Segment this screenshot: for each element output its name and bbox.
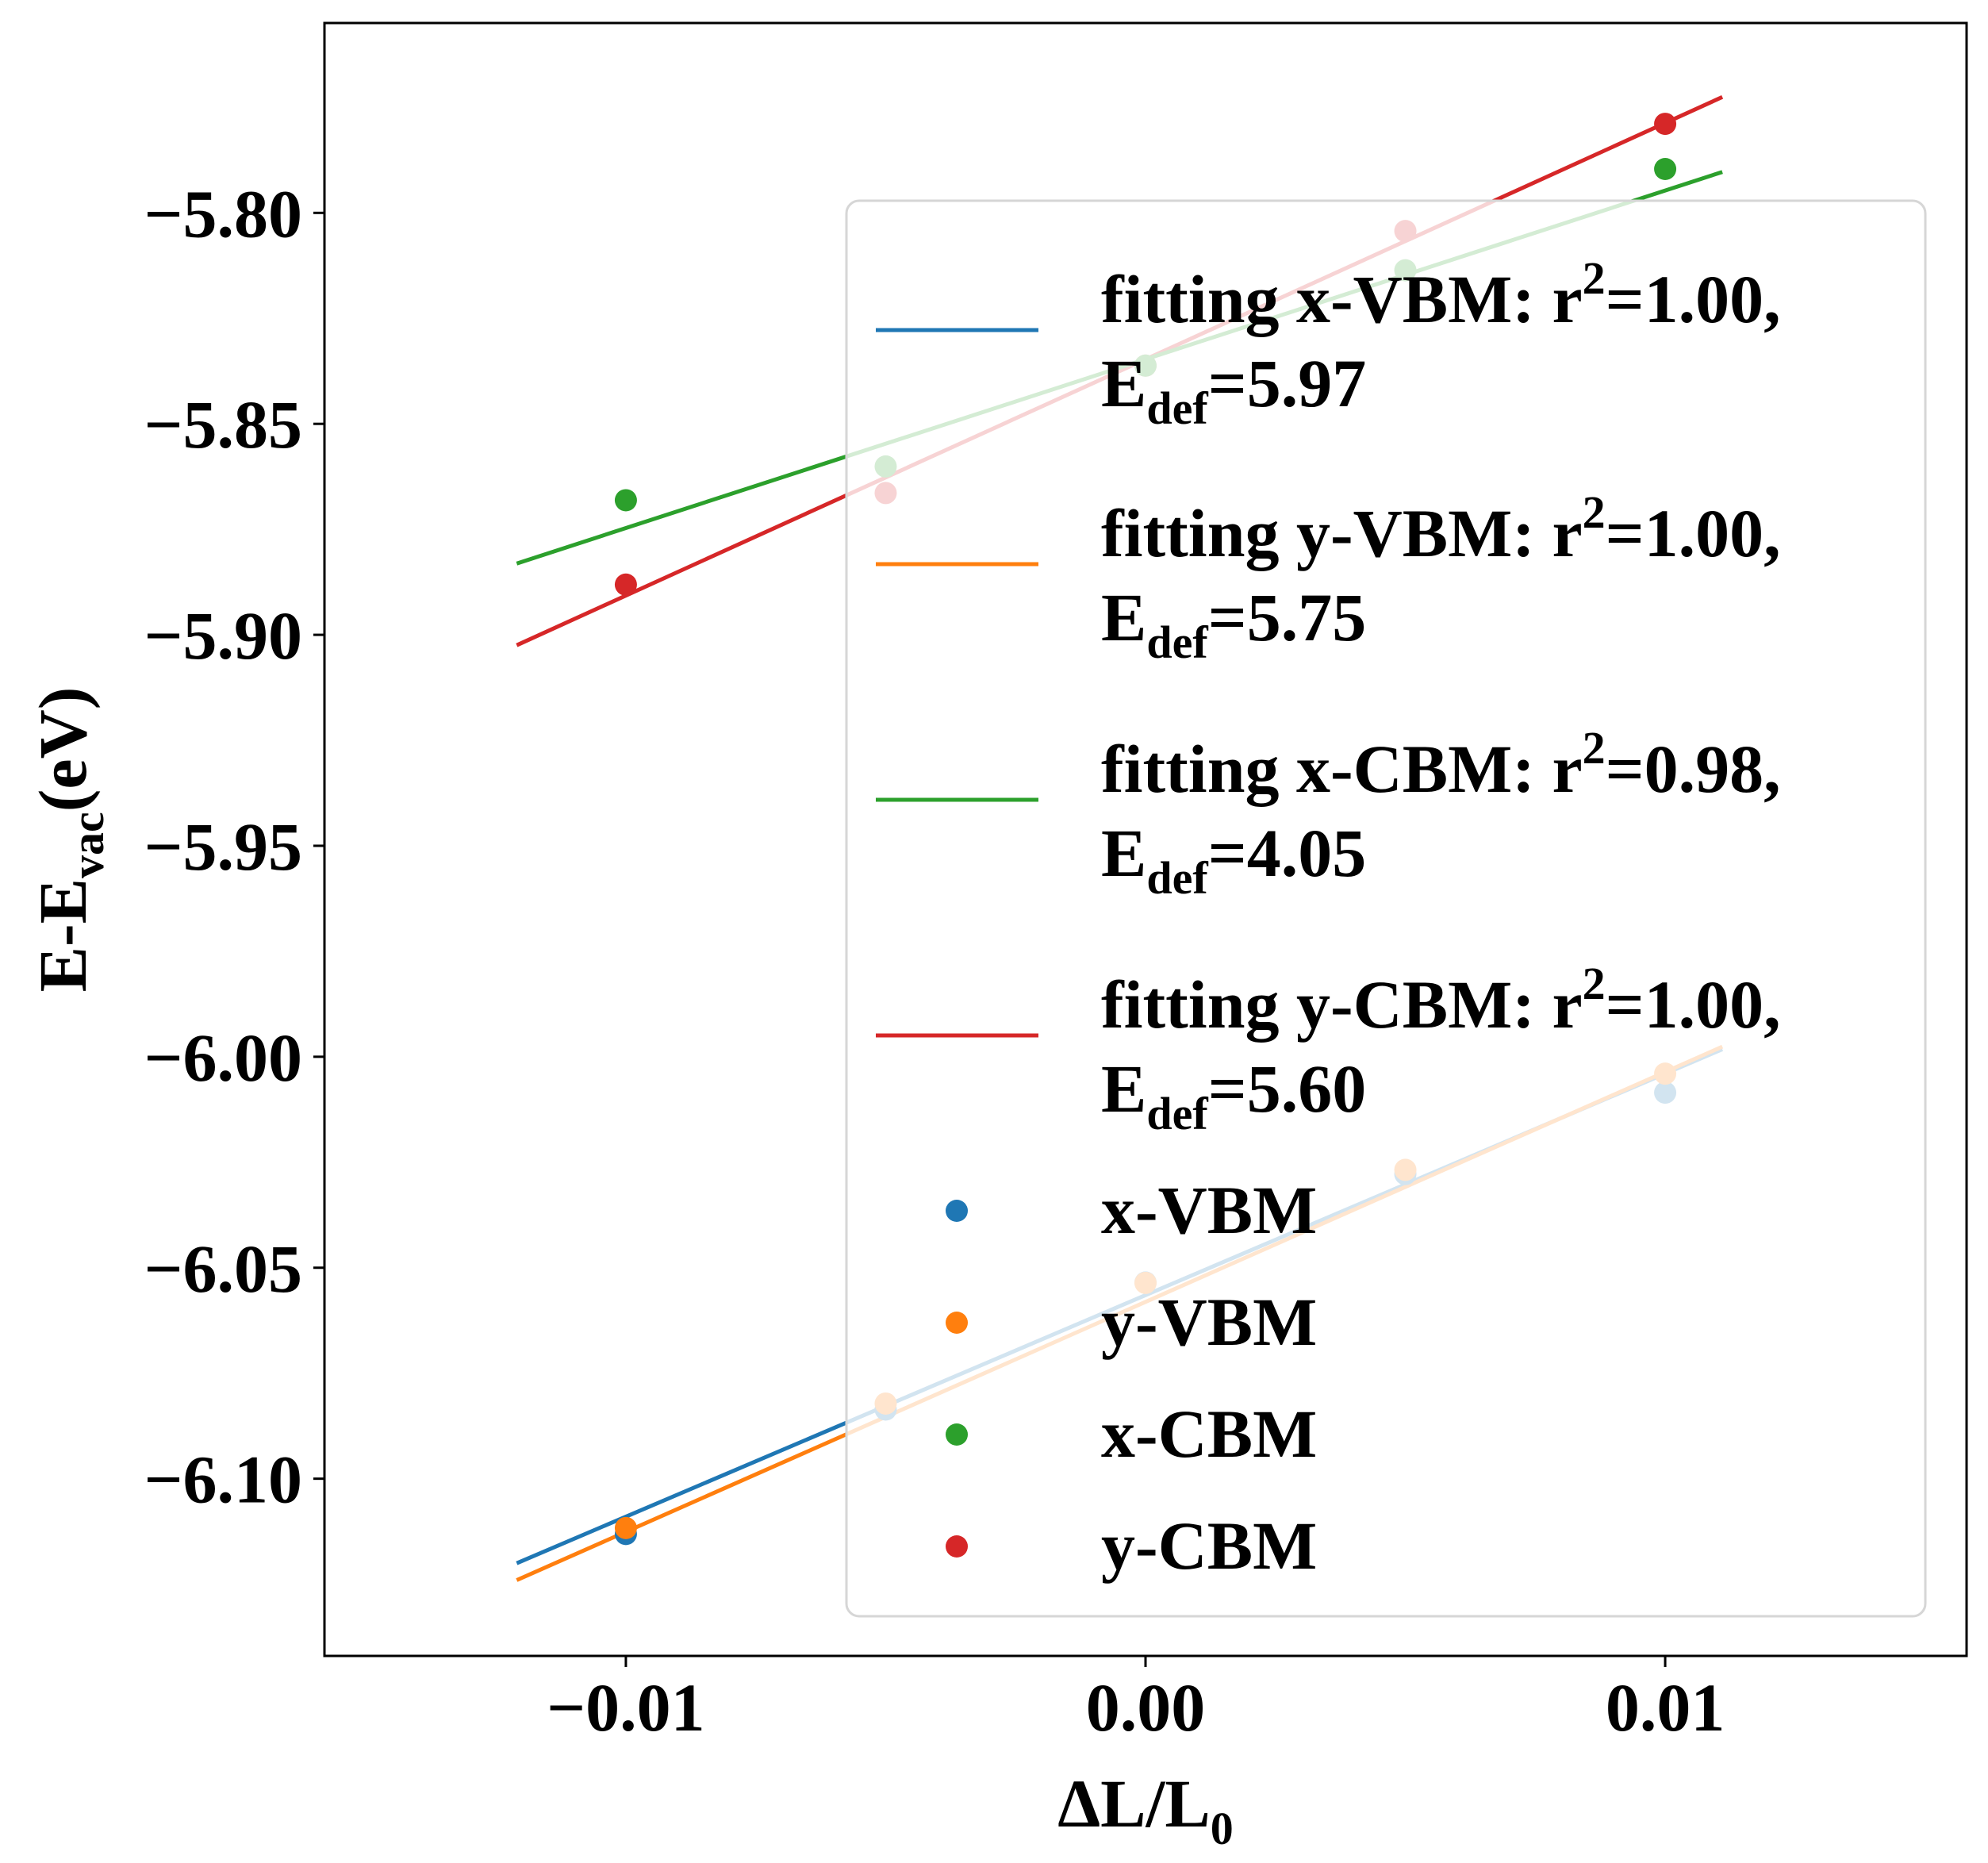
legend-label-y-cbm: y-CBM	[1101, 1508, 1317, 1584]
data-point-xcbm	[1654, 157, 1677, 180]
y-tick-label: −5.80	[144, 175, 302, 252]
legend: fitting x-VBM: r2=1.00, Edef=5.97 fittin…	[845, 199, 1927, 1618]
legend-label-y-vbm: y-VBM	[1101, 1284, 1317, 1360]
y-axis-label: E-Evac(eV)	[25, 687, 113, 993]
x-tick-label: 0.01	[1606, 1669, 1725, 1746]
legend-frame	[845, 199, 1927, 1618]
data-point-xcbm	[614, 489, 637, 512]
legend-marker-y-vbm	[946, 1312, 968, 1334]
data-point-ycbm	[1654, 113, 1677, 136]
y-tick-label: −5.95	[144, 809, 302, 885]
y-tick-label: −6.05	[144, 1231, 302, 1307]
y-axis: −5.80 −5.85 −5.90 −5.95 −6.00 −6.05 −6.10	[144, 175, 324, 1518]
y-tick-label: −5.90	[144, 597, 302, 674]
legend-marker-y-cbm	[946, 1535, 968, 1558]
legend-label-x-cbm: x-CBM	[1101, 1396, 1317, 1472]
data-point-yvbm	[614, 1516, 637, 1539]
legend-edef-x-cbm: Edef=4.05	[1101, 815, 1366, 904]
y-tick-label: −6.00	[144, 1020, 302, 1096]
legend-fit-y-vbm: fitting y-VBM: r2=1.00,	[1101, 486, 1781, 571]
legend-marker-x-cbm	[946, 1423, 968, 1446]
x-tick-label: 0.00	[1086, 1669, 1206, 1746]
legend-edef-y-cbm: Edef=5.60	[1101, 1051, 1366, 1139]
y-tick-label: −6.10	[144, 1442, 302, 1518]
legend-fit-x-cbm: fitting x-CBM: r2=0.98,	[1101, 722, 1781, 807]
legend-marker-x-vbm	[946, 1200, 968, 1222]
legend-edef-x-vbm: Edef=5.97	[1101, 345, 1366, 434]
legend-fit-y-cbm: fitting y-CBM: r2=1.00,	[1101, 958, 1781, 1043]
data-point-ycbm	[614, 573, 637, 596]
x-axis: −0.01 0.00 0.01	[547, 1656, 1725, 1746]
legend-label-x-vbm: x-VBM	[1101, 1172, 1317, 1248]
x-tick-label: −0.01	[547, 1669, 705, 1746]
y-tick-label: −5.85	[144, 386, 302, 463]
x-axis-label: ΔL/L0	[1057, 1765, 1234, 1854]
legend-edef-y-vbm: Edef=5.75	[1101, 579, 1366, 668]
legend-fit-x-vbm: fitting x-VBM: r2=1.00,	[1101, 252, 1781, 337]
